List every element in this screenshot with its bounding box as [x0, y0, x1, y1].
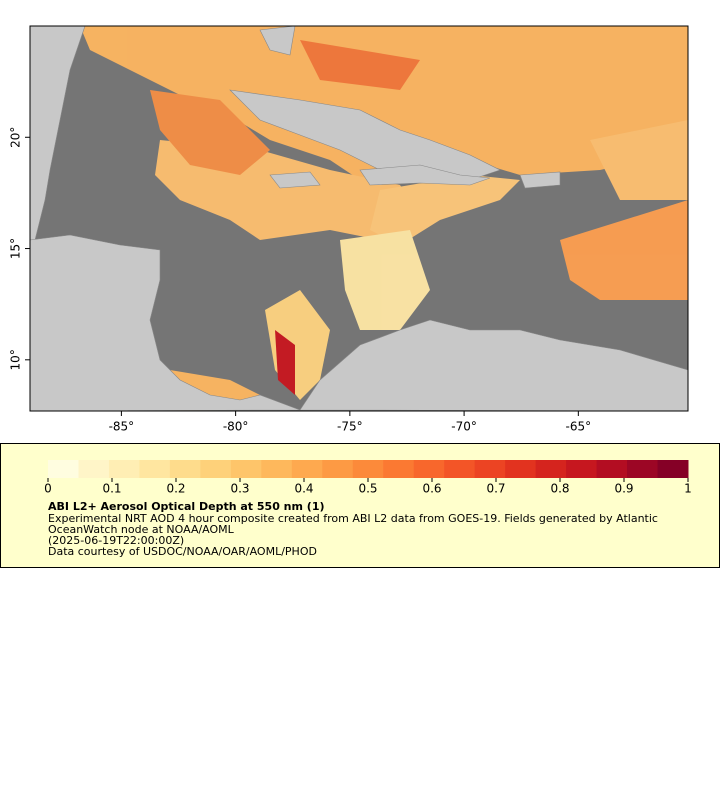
- colorbar-tick-label: 0.3: [230, 482, 249, 496]
- aod-patch: [80, 26, 688, 180]
- aod-patch: [150, 90, 270, 175]
- y-tick-label: 15°: [9, 238, 23, 259]
- map-frame: [29, 25, 689, 412]
- colorbar-tick-label: 0.6: [422, 482, 441, 496]
- colorbar-tick-label: 0.1: [102, 482, 121, 496]
- colorbar-tick-label: 0.5: [358, 482, 377, 496]
- map: -85° -80° -75° -70° -65° 10° 15° 20°: [9, 25, 689, 434]
- color-swatch: [535, 460, 567, 478]
- aod-patch: [300, 40, 420, 90]
- land-mass: [269, 171, 321, 189]
- land-mass: [29, 234, 301, 412]
- aod-patch: [590, 120, 688, 200]
- color-swatch: [78, 460, 110, 478]
- colorbar-tick-label: 0: [44, 482, 52, 496]
- colorbar-tick-label: 0.7: [486, 482, 505, 496]
- legend-line: Data courtesy of USDOC/NOAA/OAR/AOML/PHO…: [48, 545, 317, 558]
- aod-patch: [370, 175, 520, 245]
- color-swatch: [230, 460, 262, 478]
- legend-line: OceanWatch node at NOAA/AOML: [48, 523, 235, 536]
- y-tick-label: 20°: [9, 127, 23, 148]
- axes: -85° -80° -75° -70° -65° 10° 15° 20°: [9, 127, 592, 434]
- color-swatch: [413, 460, 445, 478]
- colorbar-tick-label: 1: [684, 482, 692, 496]
- color-swatch: [444, 460, 476, 478]
- color-swatch: [474, 460, 506, 478]
- land-mass: [259, 25, 296, 56]
- legend-line: (2025-06-19T22:00:00Z): [48, 534, 184, 547]
- y-tick-label: 10°: [9, 349, 23, 370]
- color-swatch: [657, 460, 689, 478]
- color-swatch: [352, 460, 384, 478]
- aod-patch: [275, 330, 295, 395]
- aod-patch: [340, 230, 430, 330]
- legend: 0 0.1 0.2 0.3 0.4 0.5 0.6 0.7 0.8 0.9 1 ABI L2+ Ae…: [0, 443, 720, 568]
- land-mass: [519, 171, 561, 189]
- x-tick-label: -80°: [223, 420, 249, 434]
- color-swatch: [383, 460, 415, 478]
- x-tick-label: -65°: [566, 420, 592, 434]
- legend-line: Experimental NRT AOD 4 hour composite cr…: [48, 512, 658, 525]
- color-swatch: [108, 460, 140, 478]
- color-swatch: [48, 460, 79, 478]
- land: [29, 25, 689, 412]
- legend-title: ABI L2+ Aerosol Optical Depth at 550 nm …: [48, 500, 325, 513]
- color-swatch: [627, 460, 659, 478]
- colorbar: 0 0.1 0.2 0.3 0.4 0.5 0.6 0.7 0.8 0.9 1: [44, 460, 692, 496]
- colorbar-tick-label: 0.9: [614, 482, 633, 496]
- x-tick-label: -75°: [337, 420, 363, 434]
- color-swatch: [596, 460, 628, 478]
- land-mass: [229, 89, 501, 181]
- color-swatch: [169, 460, 201, 478]
- aod-patch: [560, 200, 688, 300]
- color-swatch: [200, 460, 232, 478]
- color-swatch: [261, 460, 293, 478]
- colorbar-tick-label: 0.8: [550, 482, 569, 496]
- land-mass: [359, 164, 491, 186]
- color-swatch: [291, 460, 323, 478]
- colorbar-tick-label: 0.4: [294, 482, 313, 496]
- aerosol-field: [30, 26, 688, 411]
- color-swatch: [139, 460, 171, 478]
- color-swatch: [505, 460, 537, 478]
- x-tick-label: -85°: [109, 420, 135, 434]
- color-swatch: [566, 460, 598, 478]
- colorbar-tick-label: 0.2: [166, 482, 185, 496]
- color-swatch: [322, 460, 354, 478]
- x-tick-label: -70°: [451, 420, 477, 434]
